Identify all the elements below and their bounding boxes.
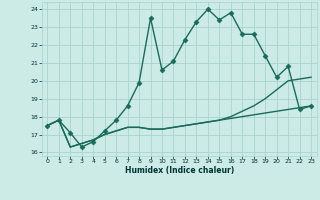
X-axis label: Humidex (Indice chaleur): Humidex (Indice chaleur): [124, 166, 234, 175]
